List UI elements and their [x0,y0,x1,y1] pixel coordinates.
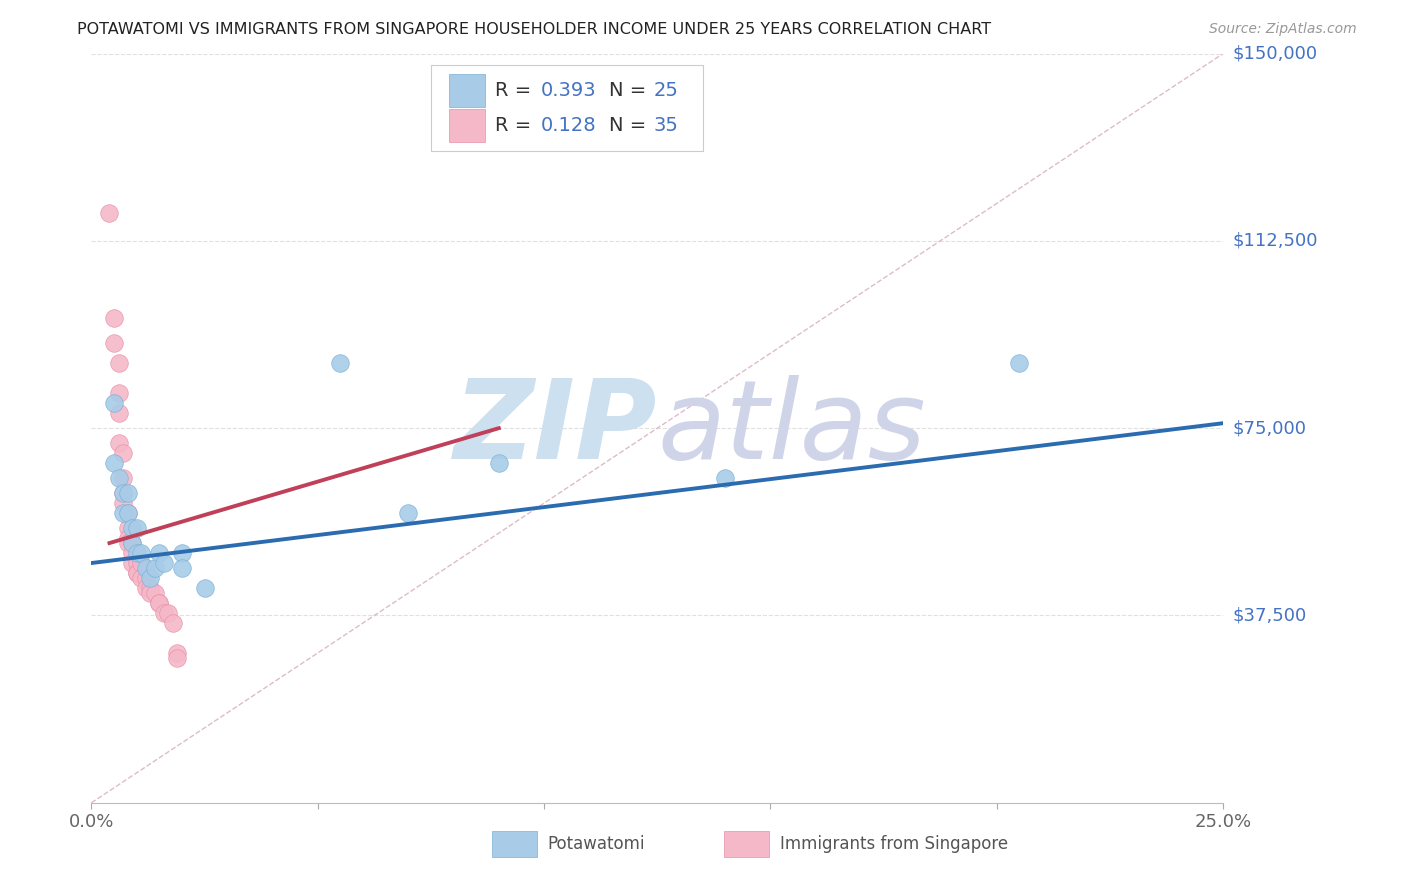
Point [121,536,143,550]
Point [148,546,170,560]
Point [162,615,184,630]
Point [153,606,176,620]
Point [112,496,135,510]
Point [1008,356,1031,370]
Point [117,521,139,535]
Text: N =: N = [609,81,652,100]
Point [135,571,157,585]
Point [103,456,125,470]
Text: Immigrants from Singapore: Immigrants from Singapore [779,835,1008,853]
Text: POTAWATOMI VS IMMIGRANTS FROM SINGAPORE HOUSEHOLDER INCOME UNDER 25 YEARS CORREL: POTAWATOMI VS IMMIGRANTS FROM SINGAPORE … [77,22,991,37]
Point [139,581,162,595]
Point [135,561,157,575]
Point [103,311,125,326]
Point [107,386,129,401]
Text: $150,000: $150,000 [1232,45,1317,62]
Point [125,546,148,560]
Point [98,206,121,220]
Point [135,581,157,595]
Point [121,521,143,535]
FancyBboxPatch shape [492,831,537,856]
Point [170,546,193,560]
Point [139,571,162,585]
Point [107,406,129,420]
Point [107,436,129,450]
Text: R =: R = [495,81,538,100]
FancyBboxPatch shape [449,74,485,107]
FancyBboxPatch shape [430,65,703,151]
Point [129,556,152,570]
Point [103,336,125,351]
Point [170,561,193,575]
Point [129,546,152,560]
Point [117,531,139,545]
Point [139,586,162,600]
Text: $37,500: $37,500 [1232,607,1306,624]
Point [148,596,170,610]
Text: 25: 25 [654,81,679,100]
Point [121,536,143,550]
Point [396,506,419,520]
Point [148,596,170,610]
Point [117,506,139,520]
Point [112,471,135,485]
Point [329,356,352,370]
Text: 35: 35 [654,116,679,135]
Point [143,586,166,600]
Text: Potawatomi: Potawatomi [547,835,645,853]
Point [103,396,125,410]
Point [107,356,129,370]
Point [166,646,188,660]
Point [112,486,135,500]
Point [153,556,176,570]
Point [117,536,139,550]
FancyBboxPatch shape [449,109,485,142]
Text: atlas: atlas [657,375,927,482]
Point [125,566,148,580]
Point [143,561,166,575]
Point [714,471,737,485]
Point [121,546,143,560]
Point [125,566,148,580]
Text: $112,500: $112,500 [1232,232,1317,250]
Text: 0.128: 0.128 [541,116,596,135]
FancyBboxPatch shape [724,831,769,856]
Text: $75,000: $75,000 [1232,419,1306,437]
Text: R =: R = [495,116,538,135]
Point [488,456,510,470]
Point [166,651,188,665]
Point [112,506,135,520]
Text: 0.393: 0.393 [541,81,596,100]
Point [107,471,129,485]
Point [125,556,148,570]
Text: Source: ZipAtlas.com: Source: ZipAtlas.com [1209,22,1357,37]
Text: ZIP: ZIP [454,375,657,482]
Point [121,556,143,570]
Point [157,606,180,620]
Point [129,571,152,585]
Point [112,486,135,500]
Point [112,446,135,460]
Point [117,486,139,500]
Point [193,581,217,595]
Point [117,506,139,520]
Point [125,521,148,535]
Text: N =: N = [609,116,652,135]
